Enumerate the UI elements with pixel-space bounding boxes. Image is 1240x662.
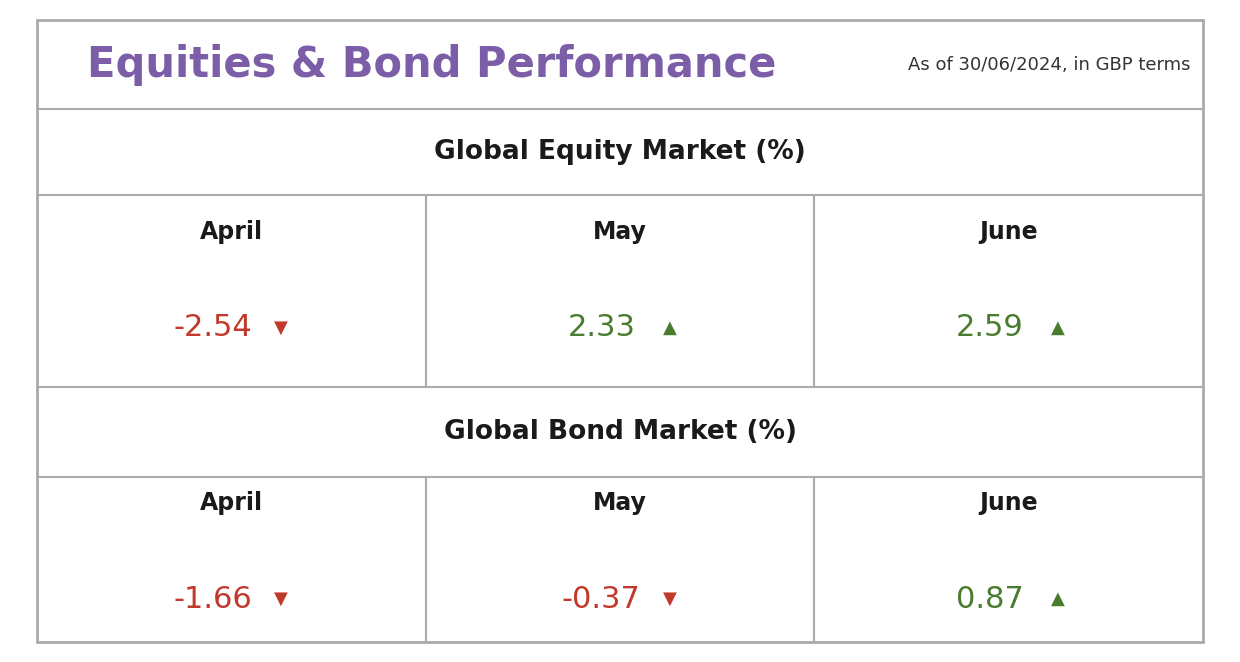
- Text: -0.37: -0.37: [562, 585, 641, 614]
- Text: ▼: ▼: [274, 590, 288, 608]
- Text: 0.87: 0.87: [956, 585, 1024, 614]
- Text: April: April: [200, 491, 263, 515]
- Text: ▲: ▲: [1052, 590, 1065, 608]
- Text: 2.33: 2.33: [568, 313, 635, 342]
- Text: Global Bond Market (%): Global Bond Market (%): [444, 419, 796, 445]
- Text: As of 30/06/2024, in GBP terms: As of 30/06/2024, in GBP terms: [908, 56, 1190, 73]
- Text: May: May: [593, 491, 647, 515]
- Text: June: June: [980, 220, 1038, 244]
- Text: June: June: [980, 491, 1038, 515]
- Text: -1.66: -1.66: [174, 585, 252, 614]
- Text: ▲: ▲: [662, 318, 677, 337]
- Text: 2.59: 2.59: [956, 313, 1024, 342]
- Text: Equities & Bond Performance: Equities & Bond Performance: [87, 44, 776, 85]
- Text: ▲: ▲: [1052, 318, 1065, 337]
- Text: Global Equity Market (%): Global Equity Market (%): [434, 139, 806, 166]
- Text: ▼: ▼: [662, 590, 677, 608]
- Text: May: May: [593, 220, 647, 244]
- Text: April: April: [200, 220, 263, 244]
- Text: ▼: ▼: [274, 318, 288, 337]
- Text: -2.54: -2.54: [174, 313, 252, 342]
